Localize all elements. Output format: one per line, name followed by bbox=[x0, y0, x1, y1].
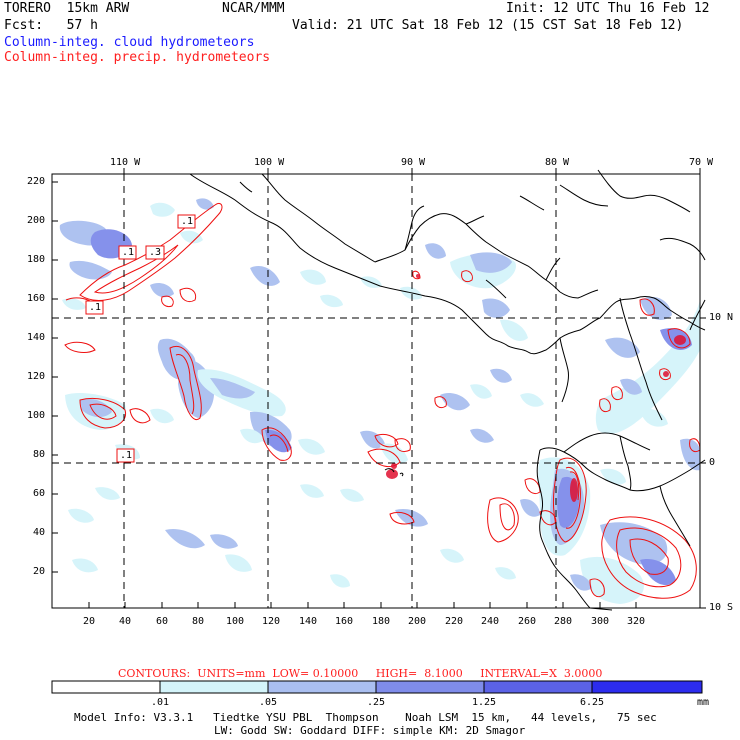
x-tick-label: 100 bbox=[226, 616, 245, 627]
contour-label-boxes bbox=[85, 214, 196, 463]
colorbar-label: .25 bbox=[367, 697, 386, 708]
lat-label: 10 S bbox=[709, 602, 734, 613]
y-tick-label: 60 bbox=[33, 488, 46, 499]
y-tick-label: 40 bbox=[33, 527, 46, 538]
x-tick-label: 140 bbox=[299, 616, 318, 627]
contour-label: .1 bbox=[122, 247, 135, 258]
colorbar-segment bbox=[483, 680, 593, 694]
model-info-line2: LW: Godd SW: Goddard DIFF: simple KM: 2D… bbox=[214, 724, 526, 737]
colorbar-label: 6.25 bbox=[580, 697, 605, 708]
y-tick-label: 20 bbox=[33, 566, 46, 577]
x-tick-label: 300 bbox=[591, 616, 610, 627]
lon-label: 110 W bbox=[110, 157, 141, 168]
cloud-shading bbox=[59, 198, 700, 604]
x-tick-label: 80 bbox=[192, 616, 205, 627]
forecast-hour: Fcst: 57 h bbox=[4, 18, 98, 33]
lon-label: 90 W bbox=[401, 157, 426, 168]
init-time: Init: 12 UTC Thu 16 Feb 12 bbox=[506, 1, 710, 16]
y-tick-label: 100 bbox=[27, 410, 46, 421]
y-tick-label: 160 bbox=[27, 293, 46, 304]
lat-label: 0 bbox=[709, 457, 716, 468]
x-tick-label: 220 bbox=[445, 616, 464, 627]
x-tick-label: 160 bbox=[335, 616, 354, 627]
colorbar-unit: mm bbox=[697, 697, 710, 708]
colorbar-label: .05 bbox=[259, 697, 278, 708]
valid-time: Valid: 21 UTC Sat 18 Feb 12 (15 CST Sat … bbox=[292, 18, 684, 33]
colorbar-segment bbox=[591, 680, 703, 694]
coastlines bbox=[189, 169, 706, 611]
y-tick-label: 200 bbox=[27, 215, 46, 226]
lon-label: 80 W bbox=[545, 157, 570, 168]
y-tick-label: 140 bbox=[27, 332, 46, 343]
model-info-line1: Model Info: V3.3.1 Tiedtke YSU PBL Thomp… bbox=[74, 711, 657, 724]
x-tick-label: 320 bbox=[627, 616, 646, 627]
colorbar-segment bbox=[375, 680, 485, 694]
colorbar-label: 1.25 bbox=[472, 697, 497, 708]
x-tick-label: 40 bbox=[119, 616, 132, 627]
contour-label: .3 bbox=[149, 247, 162, 258]
contour-label: .1 bbox=[181, 216, 194, 227]
plot-frame bbox=[51, 173, 701, 609]
colorbar-label: .01 bbox=[151, 697, 170, 708]
x-tick-label: 180 bbox=[372, 616, 391, 627]
lat-label: 10 N bbox=[709, 312, 734, 323]
colorbar-segment bbox=[159, 680, 269, 694]
contour-label: .1 bbox=[89, 302, 102, 313]
model-title: TORERO 15km ARW bbox=[4, 1, 130, 16]
y-tick-label: 80 bbox=[33, 449, 46, 460]
y-tick-label: 120 bbox=[27, 371, 46, 382]
x-tick-label: 120 bbox=[262, 616, 281, 627]
x-tick-label: 240 bbox=[481, 616, 500, 627]
y-tick-label: 180 bbox=[27, 254, 46, 265]
y-tick-label: 220 bbox=[27, 176, 46, 187]
axis-tick-marks bbox=[52, 168, 706, 609]
lat-lon-grid bbox=[52, 174, 700, 608]
x-tick-label: 200 bbox=[408, 616, 427, 627]
x-tick-label: 280 bbox=[554, 616, 573, 627]
lon-label: 100 W bbox=[254, 157, 285, 168]
x-tick-label: 60 bbox=[156, 616, 169, 627]
organization-label: NCAR/MMM bbox=[222, 1, 285, 16]
colorbar-segment bbox=[267, 680, 377, 694]
contour-info: CONTOURS: UNITS=mm LOW= 0.10000 HIGH= 8.… bbox=[118, 667, 603, 680]
colorbar-segment bbox=[51, 680, 161, 694]
x-tick-label: 260 bbox=[518, 616, 537, 627]
field-label-cloud: Column-integ. cloud hydrometeors bbox=[4, 35, 255, 50]
precip-contours bbox=[64, 202, 701, 599]
lon-label: 70 W bbox=[689, 157, 714, 168]
contour-label: .1 bbox=[120, 450, 133, 461]
field-label-precip: Column-integ. precip. hydrometeors bbox=[4, 50, 271, 65]
precip-cores bbox=[386, 274, 686, 502]
x-tick-label: 20 bbox=[83, 616, 96, 627]
